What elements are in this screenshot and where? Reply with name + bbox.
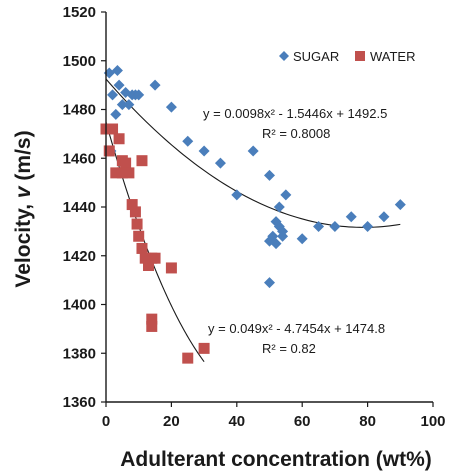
sugar-point [247, 145, 259, 157]
x-tick-label: 60 [294, 413, 311, 430]
water-point [123, 167, 135, 179]
water-point [113, 133, 125, 145]
legend: SUGAR WATER [279, 49, 416, 64]
x-tick-label: 0 [102, 413, 110, 430]
sugar-point [113, 79, 125, 91]
sugar-point [277, 230, 289, 242]
sugar-trend-equation: y = 0.0098x² - 1.5446x + 1492.5 [203, 106, 387, 121]
y-tick-label: 1420 [63, 248, 96, 265]
sugar-point [198, 145, 210, 157]
sugar-point [264, 277, 275, 289]
water-point [129, 206, 141, 218]
water-point [116, 167, 128, 179]
legend-label-sugar: SUGAR [293, 49, 339, 64]
water-point [146, 313, 158, 325]
sugar-point [329, 221, 341, 232]
water-point [198, 342, 210, 354]
y-axis-title-prefix: Velocity, [12, 198, 35, 288]
water-point [136, 155, 148, 167]
water-point [107, 123, 119, 135]
sugar-point [110, 108, 122, 120]
legend-marker-sugar [279, 51, 289, 61]
water-trend-equation: y = 0.049x² - 4.7454x + 1474.8 [208, 321, 385, 336]
y-tick-label: 1480 [63, 102, 96, 119]
y-tick-label: 1440 [63, 199, 96, 216]
water-point [110, 167, 122, 179]
sugar-point [149, 79, 161, 91]
sugar-point [182, 135, 194, 147]
x-axis-title: Adulterant concentration (wt%) [120, 448, 432, 471]
water-point [136, 242, 148, 254]
water-point [146, 320, 158, 332]
water-point [149, 252, 161, 264]
sugar-point [264, 169, 275, 181]
y-tick-label: 1460 [63, 150, 96, 167]
water-point [133, 230, 145, 242]
sugar-point [394, 199, 406, 211]
sugar-point [296, 233, 308, 245]
water-point [139, 252, 151, 264]
y-tick-label: 1360 [63, 394, 96, 411]
legend-label-water: WATER [370, 49, 416, 64]
x-tick-label: 20 [163, 413, 180, 430]
water-point [103, 145, 115, 157]
sugar-point [116, 99, 128, 111]
y-tick-label: 1520 [63, 4, 96, 21]
x-tick-label: 100 [420, 413, 445, 430]
y-tick-label: 1500 [63, 53, 96, 70]
sugar-point [107, 89, 119, 101]
legend-marker-water [355, 51, 365, 61]
sugar-point [378, 211, 390, 223]
y-axis-title-variable: v [12, 185, 35, 198]
y-axis-title-suffix: (m/s) [12, 130, 35, 186]
water-point [131, 218, 143, 230]
y-axis-title: Velocity, v (m/s) [12, 130, 35, 287]
sugar-trend-r2: R² = 0.8008 [262, 126, 330, 141]
sugar-point [165, 101, 177, 113]
water-point [143, 260, 155, 271]
water-point [120, 157, 132, 169]
water-trend-r2: R² = 0.82 [262, 341, 316, 356]
water-point [182, 352, 194, 364]
sugar-point [214, 157, 226, 169]
y-tick-label: 1400 [63, 297, 96, 314]
sugar-point [273, 201, 285, 213]
sugar-point [231, 189, 243, 201]
trendline-sugar [105, 78, 401, 228]
sugar-point [123, 99, 135, 111]
sugar-point [270, 238, 282, 250]
x-tick-label: 80 [359, 413, 376, 430]
sugar-point [111, 65, 123, 76]
sugar-point [362, 221, 374, 232]
sugar-point [345, 211, 357, 223]
y-tick-label: 1380 [63, 345, 96, 362]
water-point [126, 199, 138, 211]
sugar-point [133, 89, 145, 101]
sugar-point [280, 189, 292, 201]
sugar-point [313, 221, 325, 232]
x-tick-label: 40 [228, 413, 245, 430]
water-point [165, 262, 177, 274]
